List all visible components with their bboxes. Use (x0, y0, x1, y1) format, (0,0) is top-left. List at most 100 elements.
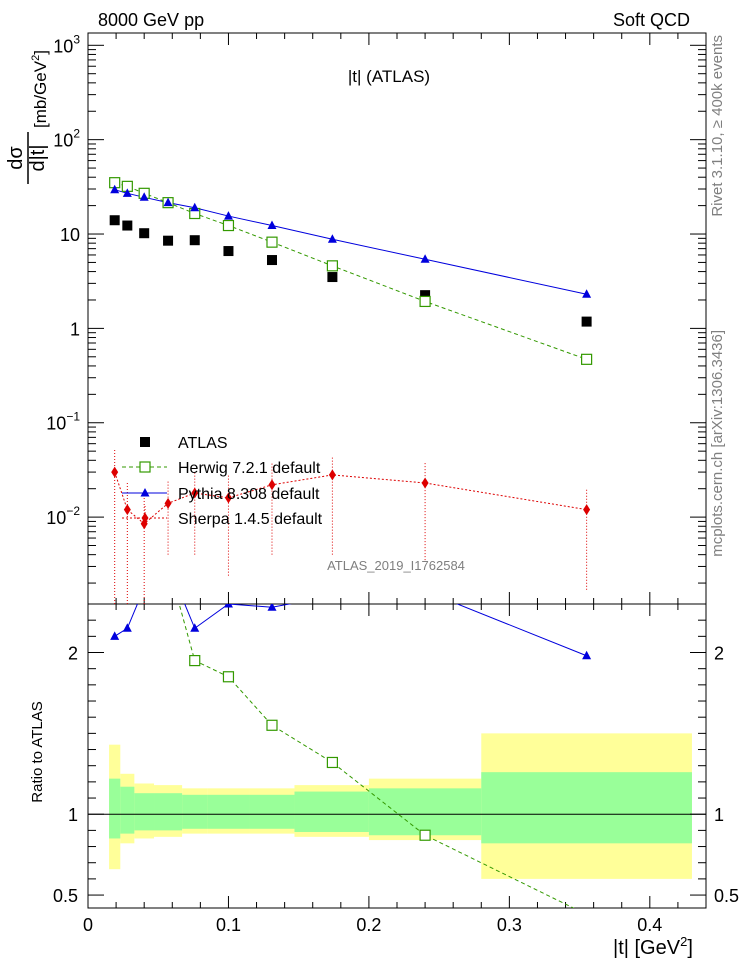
ratio-tick-label-right: 1 (714, 805, 724, 825)
ratio-herwig-point (222, 671, 235, 683)
series-pythia-point (110, 184, 120, 194)
ratio-herwig-line (178, 604, 575, 908)
series-sherpa-point (164, 497, 172, 509)
ratio-herwig-point (419, 829, 431, 841)
ratio-pythia-point (223, 604, 233, 608)
legend-item-sherpa-label: Sherpa 1.4.5 default (178, 511, 323, 528)
series-atlas-point (109, 215, 120, 226)
mcplots-label: mcplots.cern.ch [arXiv:1306.3436] (709, 330, 726, 557)
series-sherpa-point (224, 492, 232, 504)
ratio-band-inner (249, 794, 295, 829)
series-pythia-point (122, 188, 132, 197)
legend: ATLAS Herwig 7.2.1 default Pythia 8.308 de… (122, 435, 323, 530)
svg-text:[mb/GeV2]: [mb/GeV2] (30, 50, 50, 128)
rivet-label: Rivet 3.1.10, ≥ 400k events (709, 35, 726, 217)
legend-item-herwig-label: Herwig 7.2.1 default (178, 460, 321, 477)
y-tick-label: 10 (60, 225, 80, 245)
data-markers (109, 177, 593, 919)
header-category: Soft QCD (613, 10, 690, 30)
svg-text:|t| [GeV2]: |t| [GeV2] (613, 934, 693, 959)
series-herwig-point (266, 236, 278, 248)
series-herwig-point (326, 260, 338, 272)
legend-item-sherpa-marker (141, 512, 149, 524)
ratio-band-inner (182, 794, 208, 829)
series-pythia-point (163, 197, 173, 207)
y-tick-label: 102 (53, 127, 80, 151)
series-herwig-point (581, 353, 593, 365)
ratio-pythia-point (122, 623, 132, 632)
x-tick-label: 0 (83, 915, 93, 935)
series-atlas-point (266, 255, 277, 266)
ratio-tick-label-left: 2 (68, 644, 78, 664)
ratio-band-inner (207, 794, 250, 829)
y-axis-label: dσ d|t| [mb/GeV2] (5, 50, 50, 184)
series-sherpa-point (111, 466, 119, 478)
series-pythia-point (223, 211, 233, 220)
ratio-pythia-point (190, 623, 200, 632)
x-tick-label: 0.3 (497, 915, 522, 935)
ratio-series (110, 604, 592, 919)
series-pythia-point (139, 192, 149, 201)
x-tick-label: 0.1 (216, 915, 241, 935)
series-atlas-point (189, 235, 200, 246)
legend-item-atlas-label: ATLAS (178, 435, 228, 452)
ratio-pythia-point (110, 631, 120, 640)
legend-item-herwig: Herwig 7.2.1 default (122, 460, 321, 477)
ratio-pythia-point (582, 650, 592, 660)
ratio-tick-label-right: 2 (714, 644, 724, 664)
series-atlas-point (139, 228, 150, 239)
header-energy: 8000 GeV pp (98, 10, 204, 30)
ratio-herwig-point (582, 909, 592, 919)
x-axis-label: |t| [GeV2] (613, 934, 693, 959)
ratio-herwig-point (189, 654, 201, 667)
series-herwig-point (419, 295, 431, 308)
ratio-herwig-point (266, 719, 278, 731)
series-pythia-point (420, 254, 430, 263)
y-tick-label: 10−1 (46, 410, 80, 434)
series-pythia-line (114, 189, 587, 295)
series-lines (114, 182, 588, 604)
legend-item-atlas: ATLAS (140, 435, 228, 452)
series-sherpa-point (268, 479, 276, 491)
series-atlas-point (327, 272, 338, 283)
series-sherpa-point (583, 504, 591, 516)
x-tick-label: 0.2 (356, 915, 381, 935)
series-pythia-point (267, 220, 277, 230)
ratio-band-inner (134, 793, 155, 831)
ratio-band-inner (294, 791, 369, 832)
series-sherpa-point (328, 469, 336, 481)
ratio-pythia-line (114, 604, 587, 657)
series-pythia-point (582, 289, 592, 298)
legend-item-pythia-marker (140, 488, 150, 497)
ratio-tick-label-left: 1 (68, 805, 78, 825)
series-herwig-line (114, 182, 587, 360)
legend-item-pythia: Pythia 8.308 default (122, 486, 320, 503)
legend-item-sherpa: Sherpa 1.4.5 default (122, 506, 323, 530)
series-sherpa-point (191, 487, 199, 499)
ratio-tick-label-right: 0.5 (714, 886, 739, 906)
ratio-tick-label-left: 0.5 (53, 886, 78, 906)
series-sherpa-point (421, 477, 429, 489)
ratio-band-inner (109, 778, 121, 839)
series-atlas-point (420, 290, 431, 301)
ratio-pythia-point (267, 604, 277, 611)
series-atlas-point (122, 220, 133, 231)
series-sherpa-point (123, 504, 131, 516)
svg-text:dσ: dσ (5, 146, 27, 170)
y-tick-label: 103 (53, 32, 80, 56)
ratio-band-inner (154, 793, 183, 831)
ratio-band-inner (368, 788, 482, 836)
series-sherpa-line (114, 471, 587, 525)
x-tick-label: 0.4 (637, 915, 662, 935)
series-herwig-point (222, 219, 235, 232)
chart-title: |t| (ATLAS) (348, 67, 430, 86)
ratio-y-axis-label: Ratio to ATLAS (29, 701, 46, 802)
ratio-band-inner (481, 772, 692, 844)
legend-item-herwig-marker (139, 461, 151, 473)
axes-frames (87, 32, 707, 909)
analysis-label: ATLAS_2019_I1762584 (327, 558, 465, 573)
y-tick-label: 10−2 (46, 504, 80, 528)
svg-text:d|t|: d|t| (27, 144, 49, 171)
